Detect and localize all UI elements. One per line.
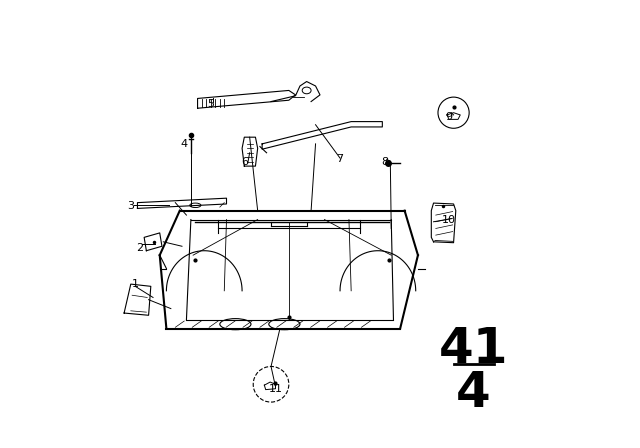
Text: 41: 41 — [439, 325, 508, 373]
Text: 1: 1 — [132, 279, 139, 289]
Text: 6: 6 — [241, 157, 248, 167]
Text: 8: 8 — [381, 157, 388, 167]
Text: 2: 2 — [136, 243, 143, 254]
Text: 3: 3 — [127, 201, 134, 211]
Text: 7: 7 — [337, 155, 344, 164]
Text: 4: 4 — [180, 139, 188, 149]
Text: 9: 9 — [445, 112, 452, 122]
Text: 4: 4 — [456, 369, 491, 417]
Text: 10: 10 — [442, 215, 456, 224]
Text: 11: 11 — [268, 384, 282, 394]
Text: 5: 5 — [207, 99, 214, 109]
